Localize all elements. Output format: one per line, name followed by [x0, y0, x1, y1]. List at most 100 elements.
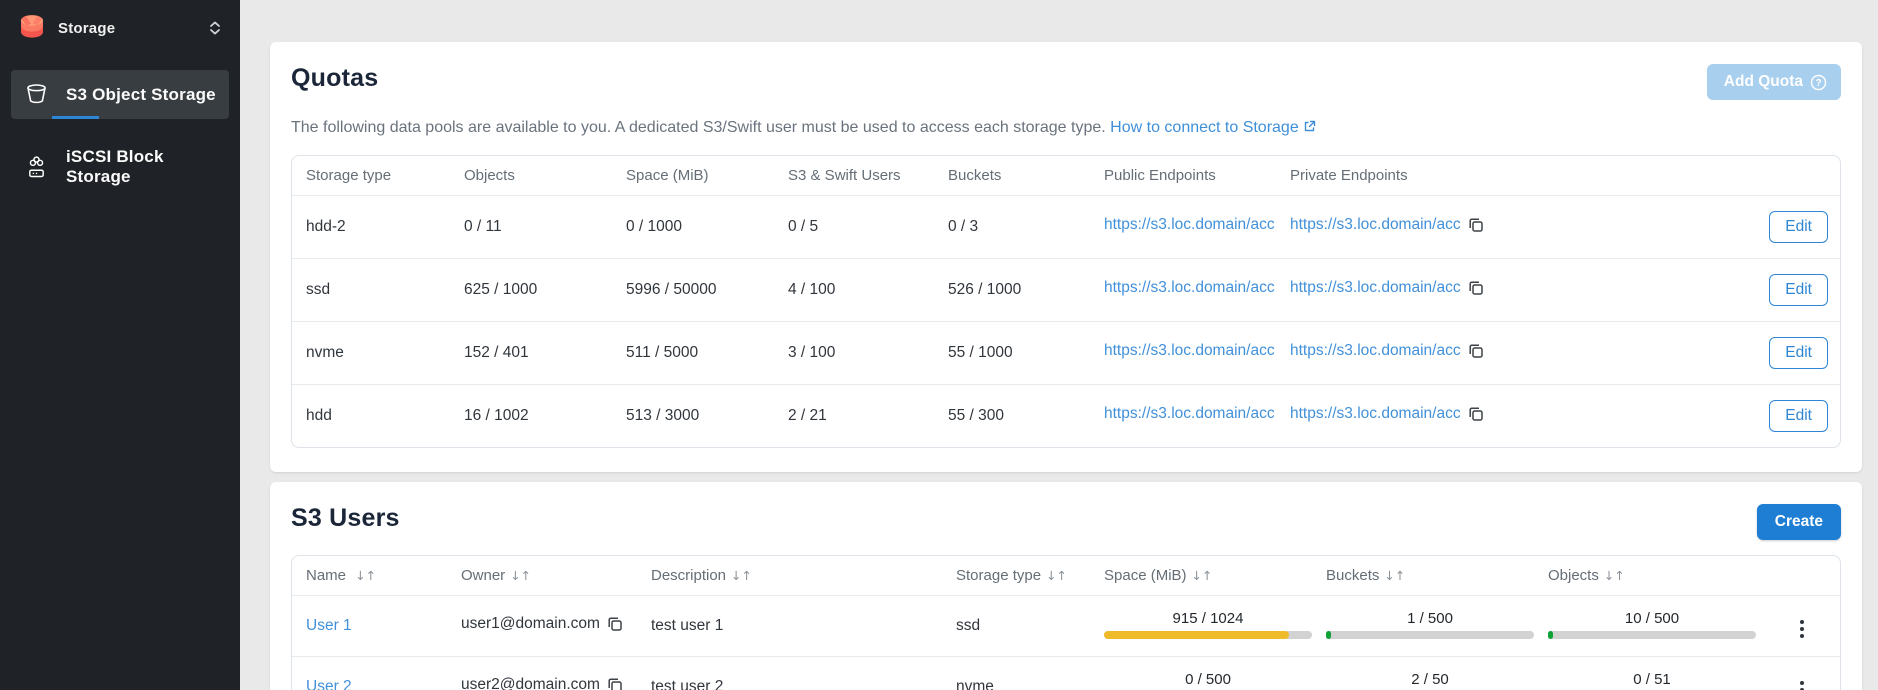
col-storage-type: Storage type [292, 156, 450, 196]
public-endpoint-link[interactable]: https://s3.loc.domain/acc [1104, 342, 1275, 359]
quota-row-hdd-2: hdd-2 0 / 11 0 / 1000 0 / 5 0 / 3 https:… [292, 196, 1840, 259]
copy-icon[interactable] [607, 617, 623, 636]
collapse-sidebar-icon[interactable] [208, 20, 222, 36]
progress-fill [1326, 631, 1332, 639]
objects-usage-meter: 0 / 51 [1633, 671, 1671, 688]
edit-quota-button[interactable]: Edit [1769, 337, 1828, 369]
app-title: Storage [58, 19, 116, 37]
quotas-table: Storage type Objects Space (MiB) S3 & Sw… [291, 155, 1841, 448]
edit-quota-button[interactable]: Edit [1769, 274, 1828, 306]
col-actions [1763, 556, 1840, 596]
user-description: test user 2 [637, 657, 942, 690]
col-private-endpoints: Private Endpoints [1276, 156, 1748, 196]
edit-quota-button[interactable]: Edit [1769, 400, 1828, 432]
col-space[interactable]: Space (MiB) ↓↑ [1097, 556, 1319, 596]
users-quota: 2 / 21 [788, 407, 827, 424]
private-endpoint-link[interactable]: https://s3.loc.domain/acc [1290, 342, 1461, 359]
copy-icon[interactable] [607, 678, 623, 690]
storage-type: ssd [292, 259, 450, 322]
user-storage-type: nvme [942, 657, 1097, 690]
sort-icon[interactable]: ↓↑ [731, 568, 752, 583]
copy-icon[interactable] [1468, 344, 1484, 363]
external-link-icon [1303, 120, 1316, 137]
quotas-description: The following data pools are available t… [291, 119, 1841, 138]
copy-icon[interactable] [1468, 281, 1484, 300]
sort-icon[interactable]: ↓↑ [510, 568, 532, 583]
quota-row-hdd: hdd 16 / 1002 513 / 3000 2 / 21 55 / 300… [292, 385, 1840, 447]
objects-quota: 16 / 1002 [464, 407, 529, 424]
col-objects[interactable]: Objects ↓↑ [1541, 556, 1763, 596]
space-quota: 5996 / 50000 [612, 259, 774, 322]
public-endpoint-link[interactable]: https://s3.loc.domain/acc [1104, 405, 1275, 422]
sort-icon[interactable]: ↓↑ [1603, 568, 1625, 583]
users-quota: 4 / 100 [774, 259, 934, 322]
help-circle-icon[interactable]: ? [1810, 74, 1827, 91]
col-description[interactable]: Description ↓↑ [637, 556, 942, 596]
progress-track [1548, 631, 1756, 639]
row-actions-kebab-icon[interactable] [1794, 617, 1810, 641]
user-row: User 2 user2@domain.com test user 2 nvme… [292, 657, 1840, 690]
space-quota: 513 / 3000 [626, 407, 700, 424]
sort-icon[interactable]: ↓↑ [1384, 568, 1406, 583]
sidebar-item-iscsi-block-storage[interactable]: iSCSI Block Storage [11, 135, 229, 199]
progress-fill [1104, 631, 1290, 639]
buckets-usage-meter: 2 / 50 [1411, 671, 1449, 688]
iscsi-target-icon [24, 155, 49, 180]
user-name-link[interactable]: User 2 [306, 678, 352, 690]
col-owner[interactable]: Owner ↓↑ [447, 556, 637, 596]
sidebar-item-s3-object-storage[interactable]: S3 Object Storage [11, 70, 229, 119]
space-usage-meter: 915 / 1024 [1104, 610, 1312, 639]
edit-quota-button[interactable]: Edit [1769, 211, 1828, 243]
how-to-connect-link[interactable]: How to connect to Storage [1110, 119, 1299, 136]
sidebar: Storage S3 Object Storage [0, 0, 240, 690]
users-quota: 3 / 100 [774, 322, 934, 385]
sort-icon[interactable]: ↓↑ [1046, 568, 1068, 583]
objects-quota: 625 / 1000 [450, 259, 612, 322]
public-endpoint-link[interactable]: https://s3.loc.domain/acc [1104, 216, 1275, 233]
storage-type: nvme [292, 322, 450, 385]
space-usage-meter: 0 / 500 [1185, 671, 1231, 688]
user-description: test user 1 [637, 596, 942, 657]
storage-type: hdd-2 [292, 196, 450, 259]
owner-email: user1@domain.com [461, 615, 600, 632]
col-storage-type[interactable]: Storage type ↓↑ [942, 556, 1097, 596]
col-objects: Objects [450, 156, 612, 196]
app-header: Storage [0, 0, 240, 56]
copy-icon[interactable] [1468, 407, 1484, 426]
s3-users-table: Name ↓↑ Owner ↓↑ Description ↓↑ Storage ty… [291, 555, 1841, 690]
private-endpoint-link[interactable]: https://s3.loc.domain/acc [1290, 405, 1461, 422]
private-endpoint-link[interactable]: https://s3.loc.domain/acc [1290, 216, 1461, 233]
space-quota: 0 / 1000 [612, 196, 774, 259]
buckets-quota: 55 / 1000 [934, 322, 1090, 385]
col-name[interactable]: Name ↓↑ [292, 556, 447, 596]
sort-icon[interactable]: ↓↑ [1191, 568, 1213, 583]
user-name-link[interactable]: User 1 [306, 617, 352, 634]
owner-email: user2@domain.com [461, 676, 600, 690]
add-quota-button[interactable]: Add Quota ? [1706, 64, 1841, 100]
progress-fill [1548, 631, 1554, 639]
space-quota: 511 / 5000 [612, 322, 774, 385]
copy-icon[interactable] [1468, 218, 1484, 237]
progress-track [1104, 631, 1312, 639]
quota-row-nvme: nvme 152 / 401 511 / 5000 3 / 100 55 / 1… [292, 322, 1840, 385]
sidebar-item-label: S3 Object Storage [66, 84, 216, 104]
bucket-icon [24, 82, 49, 107]
private-endpoint-link[interactable]: https://s3.loc.domain/acc [1290, 279, 1461, 296]
public-endpoint-link[interactable]: https://s3.loc.domain/acc [1104, 279, 1275, 296]
col-buckets: Buckets [934, 156, 1090, 196]
buckets-quota: 55 / 300 [948, 407, 1005, 424]
user-storage-type: ssd [942, 596, 1097, 657]
sidebar-nav: S3 Object Storage iSCSI Block Storage [0, 70, 240, 199]
quotas-header-row: Storage type Objects Space (MiB) S3 & Sw… [292, 156, 1840, 196]
quotas-card: Quotas Add Quota ? The following data po… [270, 42, 1862, 472]
sort-icon[interactable]: ↓↑ [355, 568, 377, 583]
row-actions-kebab-icon[interactable] [1794, 678, 1810, 690]
col-buckets[interactable]: Buckets ↓↑ [1319, 556, 1541, 596]
buckets-usage-meter: 1 / 500 [1326, 610, 1534, 639]
objects-usage-meter: 10 / 500 [1548, 610, 1756, 639]
progress-track [1326, 631, 1534, 639]
user-row: User 1 user1@domain.com test user 1 ssd … [292, 596, 1840, 657]
create-user-button[interactable]: Create [1756, 504, 1841, 540]
col-public-endpoints: Public Endpoints [1090, 156, 1276, 196]
col-s3-swift-users: S3 & Swift Users [774, 156, 934, 196]
